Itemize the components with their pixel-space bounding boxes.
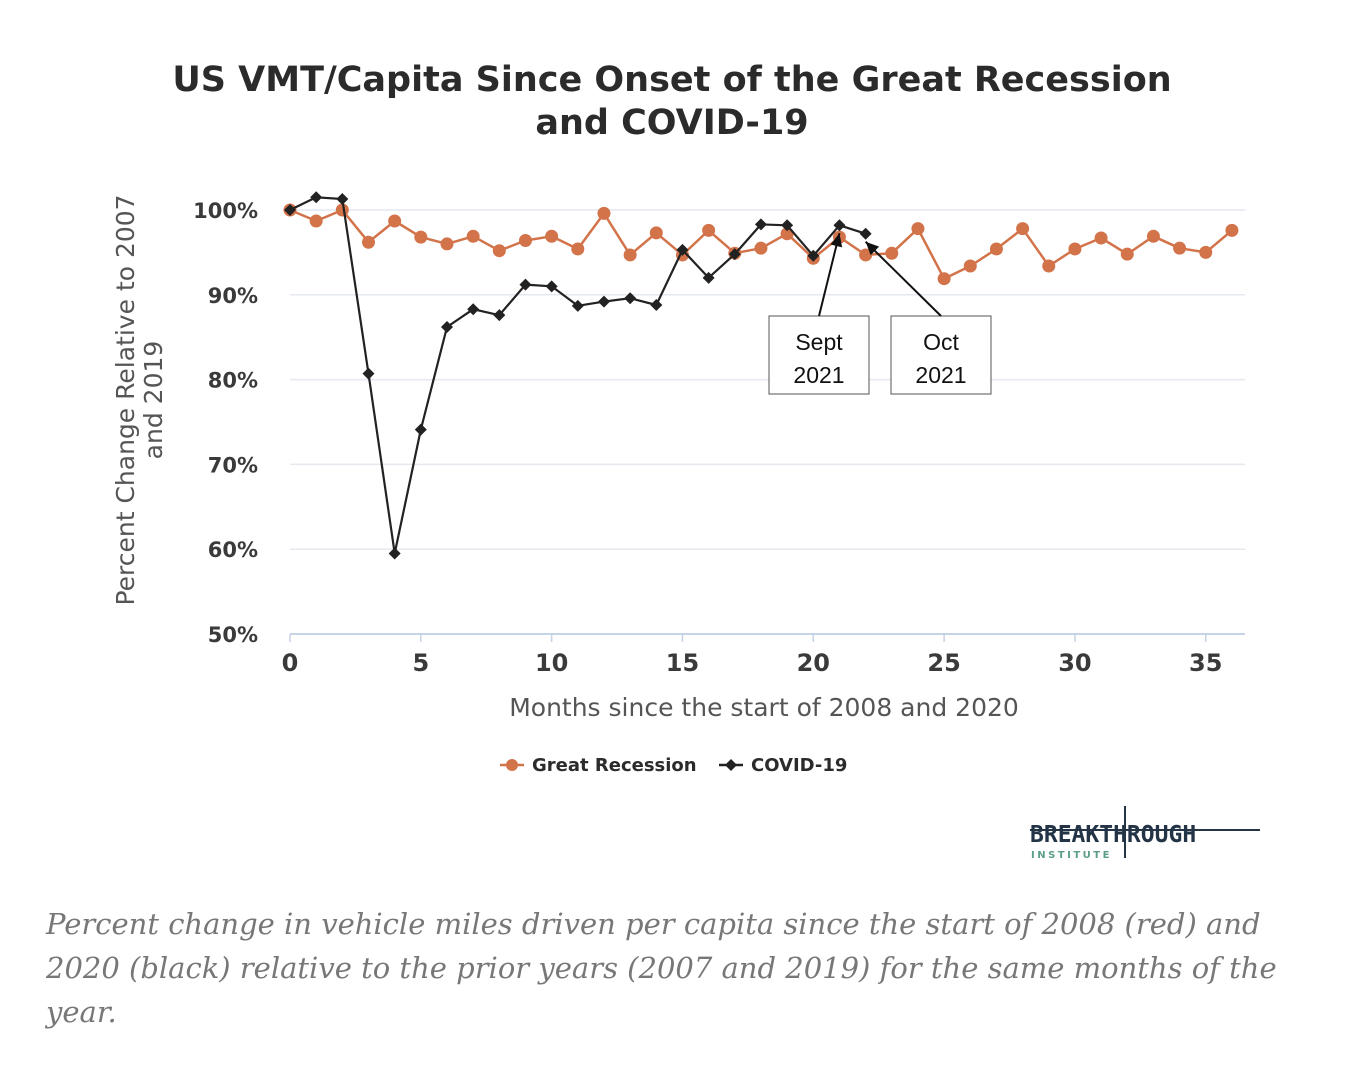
annotations: Sept 2021 Oct 2021 [768, 233, 992, 395]
annotation-sept-line-2: 2021 [793, 362, 844, 388]
annotation-arrow-line [864, 241, 942, 317]
x-tick-label: 0 [282, 649, 299, 677]
data-point-covid-19 [754, 218, 767, 231]
y-axis-label-line-1: Percent Change Relative to 2007 [111, 194, 140, 605]
legend-great-recession-marker [506, 759, 518, 771]
data-point-great-recession [335, 203, 349, 217]
data-point-covid-19 [597, 295, 610, 308]
data-point-covid-19 [702, 271, 715, 284]
data-point-great-recession [571, 242, 585, 256]
data-point-covid-19 [676, 243, 689, 256]
data-point-great-recession [597, 206, 611, 220]
data-point-covid-19 [624, 292, 637, 305]
data-point-great-recession [1225, 223, 1239, 237]
data-point-great-recession [1016, 222, 1030, 236]
data-point-great-recession [466, 229, 480, 243]
data-point-covid-19 [571, 299, 584, 312]
data-point-covid-19 [781, 219, 794, 232]
data-point-great-recession [911, 222, 925, 236]
data-point-covid-19 [284, 204, 296, 216]
data-point-great-recession [1173, 241, 1187, 255]
y-tick-label: 50% [208, 623, 258, 647]
x-tick-label: 20 [797, 649, 830, 677]
y-tick-labels: 50% 60% 70% 80% 90% 100% [193, 199, 258, 647]
annotation-arrow-head [830, 233, 843, 248]
chart-title-line-2: and COVID-19 [535, 103, 808, 143]
legend-covid-label: COVID-19 [751, 755, 847, 776]
data-point-covid-19 [859, 227, 872, 240]
x-tick-labels: 0 5 10 15 20 25 30 35 [282, 649, 1223, 677]
gridlines [289, 209, 1245, 642]
data-point-covid-19 [833, 219, 846, 232]
data-point-great-recession [859, 248, 873, 262]
annotation-sept-box [768, 315, 870, 395]
x-tick-label: 15 [666, 649, 699, 677]
y-axis-label-line-2: and 2019 [139, 341, 168, 460]
data-point-great-recession [963, 259, 977, 273]
data-point-great-recession [492, 244, 506, 258]
x-tick-label: 5 [412, 649, 429, 677]
series-layer [283, 191, 1239, 560]
data-point-great-recession [1068, 242, 1082, 256]
x-tick-label: 25 [927, 649, 960, 677]
data-point-great-recession [361, 235, 375, 249]
y-tick-label: 90% [208, 284, 258, 308]
data-point-great-recession [1094, 231, 1108, 245]
logo-sub-text: INSTITUTE [1031, 850, 1112, 861]
y-tick-label: 60% [208, 538, 258, 562]
data-point-great-recession [1146, 229, 1160, 243]
legend-great-recession-label: Great Recession [532, 755, 697, 776]
data-point-covid-19 [310, 191, 323, 204]
data-point-great-recession [440, 237, 454, 251]
annotation-oct-line-1: Oct [923, 329, 959, 355]
data-point-great-recession [754, 241, 768, 255]
y-tick-label: 80% [208, 369, 258, 393]
data-point-great-recession [937, 272, 951, 286]
figure-caption: Percent change in vehicle miles driven p… [46, 907, 1277, 1029]
data-point-covid-19 [545, 280, 558, 293]
breakthrough-logo: BREAKTHROUGH INSTITUTE [1030, 806, 1260, 861]
logo-main-text: BREAKTHROUGH [1030, 822, 1196, 848]
data-point-great-recession [885, 246, 899, 260]
annotation-arrow-head [865, 241, 880, 256]
data-point-covid-19 [493, 309, 506, 322]
data-point-great-recession [414, 230, 428, 244]
data-point-covid-19 [414, 423, 427, 436]
data-point-covid-19 [467, 303, 480, 316]
data-point-great-recession [545, 229, 559, 243]
data-point-great-recession [518, 234, 532, 248]
data-point-great-recession [989, 242, 1003, 256]
data-point-great-recession [1120, 247, 1134, 261]
data-point-great-recession [1042, 259, 1056, 273]
x-tick-label: 30 [1058, 649, 1091, 677]
annotation-arrow-line [818, 233, 841, 317]
legend: Great Recession COVID-19 [500, 755, 847, 776]
annotation-oct-line-2: 2021 [915, 362, 966, 388]
data-point-covid-19 [362, 367, 375, 380]
data-point-great-recession [702, 223, 716, 237]
data-point-covid-19 [388, 547, 401, 560]
data-point-great-recession [309, 214, 323, 228]
x-tick-label: 10 [535, 649, 568, 677]
x-tick-label: 35 [1189, 649, 1222, 677]
y-tick-label: 70% [208, 453, 258, 477]
data-point-covid-19 [807, 249, 820, 262]
data-point-great-recession [1199, 245, 1213, 259]
y-tick-label: 100% [193, 199, 258, 223]
data-point-great-recession [649, 226, 663, 240]
data-point-covid-19 [650, 298, 663, 311]
x-axis-label: Months since the start of 2008 and 2020 [509, 693, 1019, 722]
data-point-great-recession [623, 248, 637, 262]
chart: US VMT/Capita Since Onset of the Great R… [111, 60, 1260, 861]
chart-title-line-1: US VMT/Capita Since Onset of the Great R… [172, 60, 1171, 100]
data-point-covid-19 [728, 248, 741, 261]
data-point-great-recession [388, 214, 402, 228]
data-point-covid-19 [336, 192, 349, 205]
data-point-covid-19 [519, 278, 532, 291]
annotation-sept-line-1: Sept [795, 329, 843, 355]
data-point-covid-19 [440, 321, 453, 334]
legend-covid-marker [725, 759, 737, 771]
